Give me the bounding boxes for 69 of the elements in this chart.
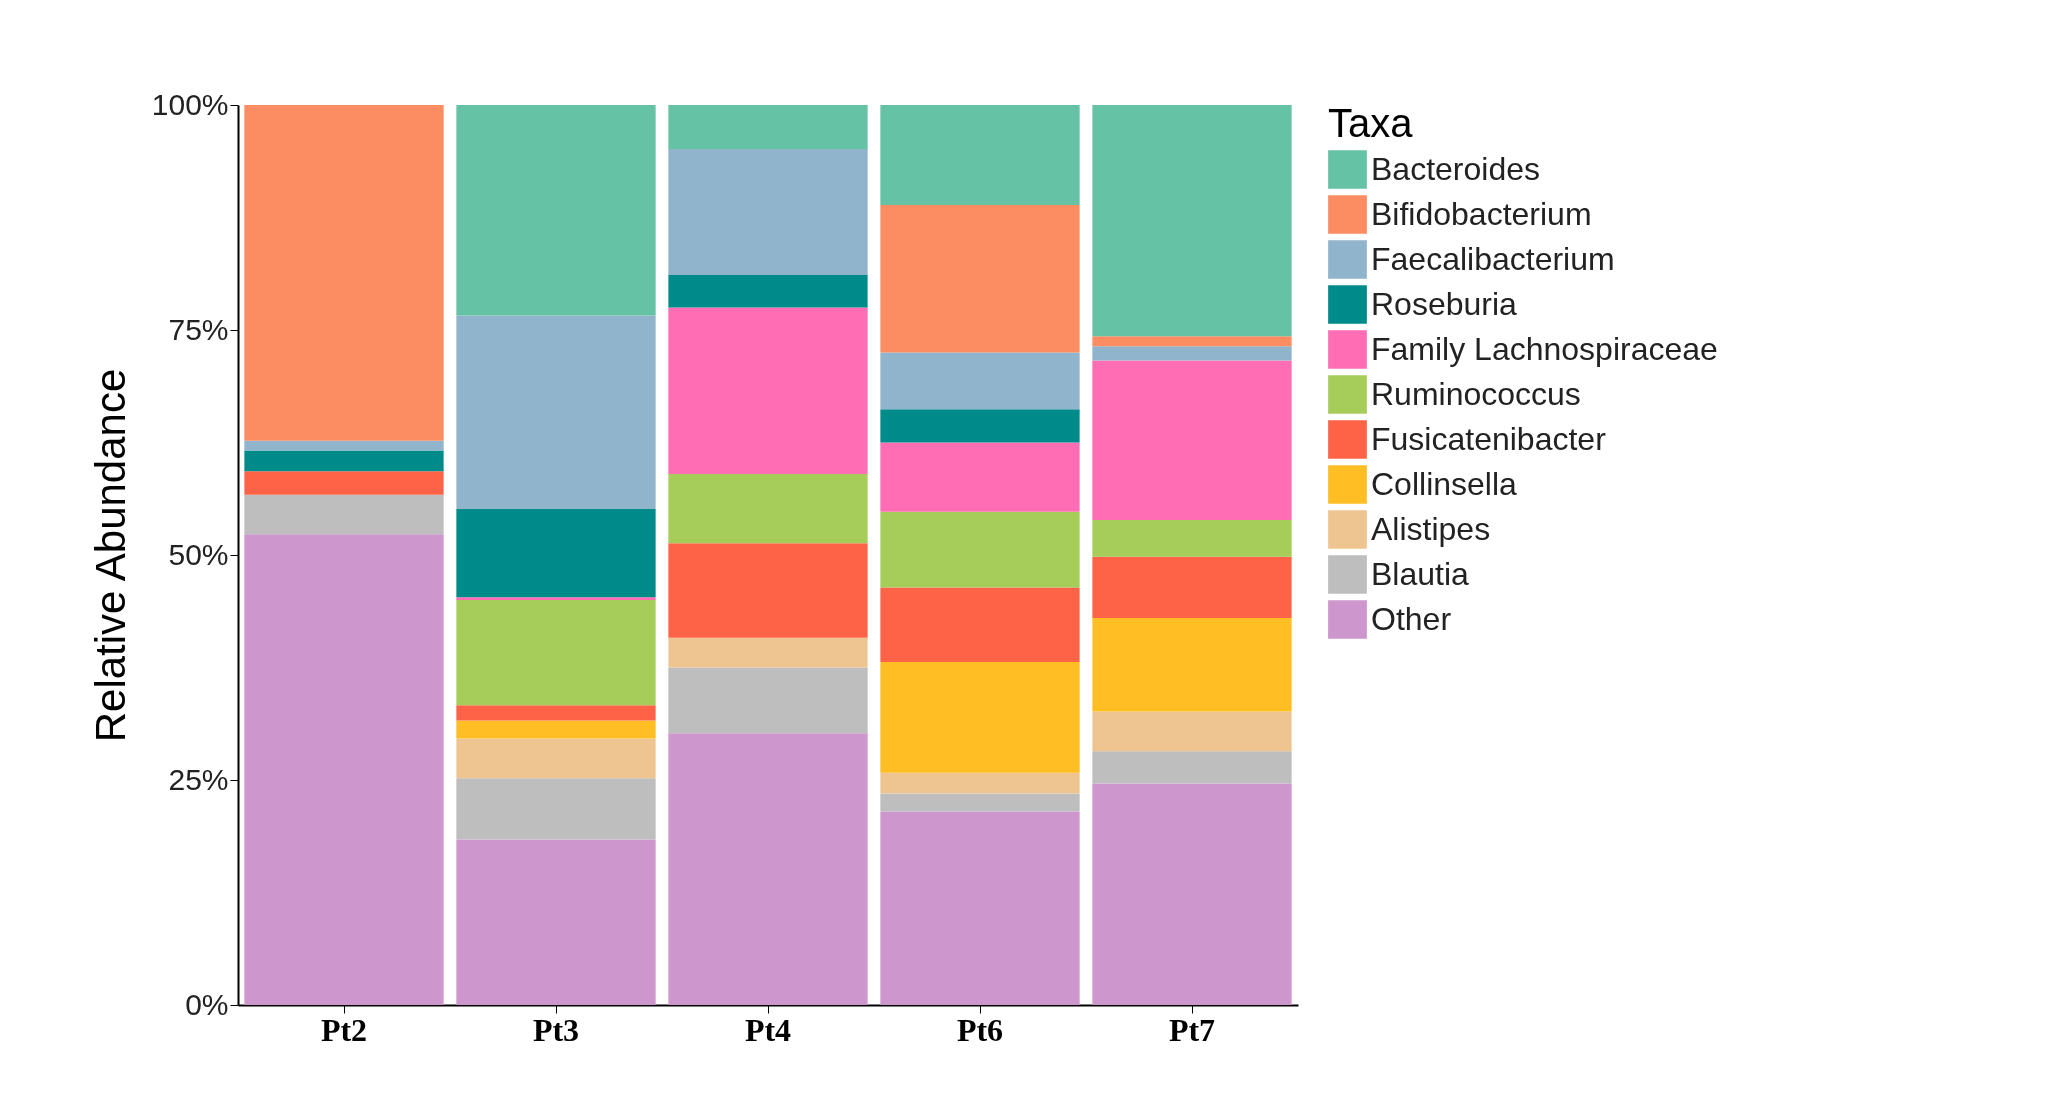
legend-label: Family Lachnospiraceae [1371, 330, 1718, 367]
bar [880, 204, 1080, 353]
bar [456, 778, 656, 840]
x-tick-label: Pt4 [744, 1011, 792, 1048]
bar [880, 772, 1080, 794]
bar [668, 474, 868, 544]
bar [668, 149, 868, 276]
y-tick-label: 75% [168, 312, 229, 346]
bar [456, 509, 656, 598]
bar [244, 534, 444, 1005]
legend-label: Fusicatenibacter [1371, 420, 1607, 457]
x-tick-label: Pt3 [532, 1011, 580, 1048]
bar [1092, 618, 1292, 712]
bar [880, 587, 1080, 663]
bar [1092, 336, 1292, 347]
x-tick-label: Pt7 [1168, 1011, 1216, 1048]
bar [244, 440, 444, 451]
bar [244, 471, 444, 495]
y-tick-label: 50% [168, 537, 229, 571]
bar [668, 543, 868, 638]
legend-label: Blautia [1371, 555, 1470, 592]
legend-label: Bifidobacterium [1371, 195, 1592, 232]
bar [1092, 711, 1292, 752]
bar [456, 105, 656, 316]
bar [880, 793, 1080, 812]
bar [880, 409, 1080, 443]
bar [456, 597, 656, 600]
legend-label: Collinsella [1371, 465, 1518, 502]
y-axis-title: Relative Abundance [86, 368, 134, 743]
x-tick-label: Pt2 [320, 1011, 368, 1048]
bar [668, 667, 868, 734]
legend-label: Bacteroides [1371, 150, 1540, 187]
legend-label: Roseburia [1371, 285, 1518, 322]
bar [456, 705, 656, 721]
y-tick-label: 100% [151, 87, 229, 121]
bar [244, 450, 444, 472]
bar [668, 637, 868, 668]
bar [880, 511, 1080, 588]
legend-label: Alistipes [1371, 510, 1491, 547]
bar [668, 733, 868, 1005]
bar [244, 105, 444, 441]
bar [880, 662, 1080, 773]
bar [1092, 783, 1292, 1005]
bar [456, 839, 656, 1005]
bar [1092, 519, 1292, 557]
bar [880, 442, 1080, 512]
bar [456, 720, 656, 739]
bar [456, 738, 656, 779]
legend-label: Other [1371, 600, 1452, 637]
bar [668, 307, 868, 474]
bar [880, 105, 1080, 205]
bar [1092, 751, 1292, 784]
bar [1092, 346, 1292, 361]
legend-label: Ruminococcus [1371, 375, 1581, 412]
bar [1092, 556, 1292, 618]
bar [668, 275, 868, 308]
bar [668, 105, 868, 150]
y-tick-label: 25% [168, 762, 229, 796]
bar [456, 600, 656, 706]
legend-label: Faecalibacterium [1371, 240, 1615, 277]
y-tick-label: 0% [185, 987, 229, 1021]
legend-title: Taxa [1328, 101, 1414, 145]
bar [880, 811, 1080, 1005]
bar [880, 352, 1080, 410]
x-tick-label: Pt6 [956, 1011, 1004, 1048]
bar [244, 494, 444, 535]
bar [1092, 360, 1292, 520]
bar [1092, 105, 1292, 337]
bar [456, 315, 656, 510]
